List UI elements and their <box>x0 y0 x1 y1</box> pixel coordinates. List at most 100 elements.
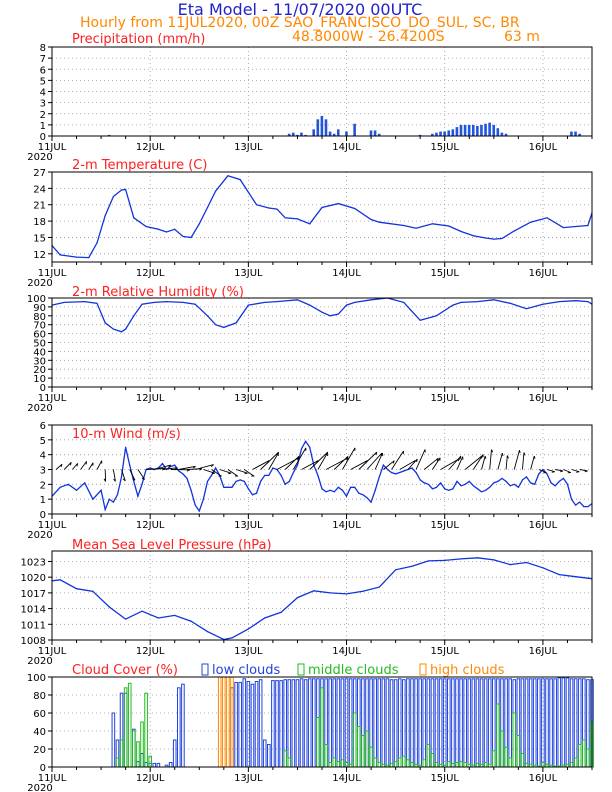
data-point <box>260 480 262 482</box>
panel-title: 2-m Temperature (C) <box>72 158 207 173</box>
y-tick-label: 4 <box>40 451 46 462</box>
panel-wind: 0 1 2 3 4 5 6 11JUL 12JUL 13JUL 14JUL 15JUL 16JUL 202… <box>27 421 593 541</box>
data-point <box>366 497 368 499</box>
x-tick-label: 15JUL <box>430 142 459 153</box>
data-point <box>542 468 544 471</box>
y-tick-label: 2 <box>40 110 46 121</box>
y-tick-label: 70 <box>33 321 46 332</box>
data-point <box>345 593 348 595</box>
station-coordinates: 48.8000W - 26.4200S <box>292 29 445 45</box>
data-point <box>509 302 511 304</box>
precip-bar <box>451 129 455 136</box>
data-point <box>264 474 266 477</box>
wind-vector <box>464 455 483 470</box>
data-point <box>435 486 438 488</box>
data-point <box>84 300 86 303</box>
y-tick-label: 1017 <box>21 589 46 600</box>
data-point <box>345 304 348 306</box>
precip-bar <box>455 127 459 136</box>
precip-bar <box>369 130 373 136</box>
x-tick-label: 16JUL <box>529 773 558 784</box>
data-point <box>472 235 474 237</box>
x-tick-label: 12JUL <box>136 393 165 404</box>
data-point <box>337 313 339 315</box>
precip-bar <box>107 134 111 136</box>
y-tick-label: 21 <box>33 201 46 212</box>
y-tick-label: 90 <box>33 303 46 314</box>
data-point <box>476 300 479 303</box>
data-point <box>108 606 110 608</box>
data-point <box>215 467 217 469</box>
data-point <box>120 189 123 191</box>
x-tick-label: 11JUL <box>38 773 67 784</box>
data-point <box>59 486 61 488</box>
data-point <box>120 476 123 478</box>
data-point <box>268 474 270 477</box>
data-point <box>153 301 155 304</box>
data-point <box>309 304 311 306</box>
wind-vector <box>252 460 270 470</box>
wind-arrowhead <box>122 478 126 482</box>
data-point <box>75 489 78 491</box>
data-point <box>235 322 237 324</box>
wind-vector <box>309 451 329 470</box>
x-year-label: 2020 <box>27 656 52 667</box>
data-point <box>534 483 536 485</box>
data-point <box>558 573 560 576</box>
data-point <box>337 486 339 488</box>
data-point <box>223 326 225 328</box>
data-point <box>296 218 299 220</box>
precip-bar <box>480 124 483 136</box>
precip-bar <box>443 131 446 136</box>
panel-title: Mean Sea Level Pressure (hPa) <box>72 538 272 553</box>
legend-swatch <box>419 663 427 676</box>
y-tick-label: 100 <box>27 673 46 684</box>
data-point <box>456 480 458 482</box>
data-point <box>100 489 102 491</box>
data-point <box>501 237 503 240</box>
wind-arrowhead <box>346 456 349 460</box>
y-tick-label: 0 <box>40 510 46 521</box>
legend-swatch <box>201 663 209 676</box>
data-point <box>170 465 172 468</box>
data-point <box>329 315 331 317</box>
x-year-label: 2020 <box>27 403 52 414</box>
data-point <box>268 207 270 209</box>
data-point <box>149 467 151 469</box>
wind-arrowhead <box>519 450 521 454</box>
data-point <box>337 203 339 205</box>
y-tick-label: 1020 <box>21 573 46 584</box>
data-point <box>493 299 495 301</box>
wind-vector <box>96 460 103 470</box>
data-point <box>444 488 446 490</box>
data-point <box>513 483 515 485</box>
data-point <box>125 188 127 191</box>
wind-arrowhead <box>551 471 555 473</box>
precip-bar <box>570 131 573 136</box>
precip-bar <box>418 134 422 136</box>
data-point <box>145 225 147 228</box>
wind-vector <box>112 469 116 482</box>
wind-vector <box>448 455 462 470</box>
y-tick-label: 4 <box>40 88 46 99</box>
x-year-label: 2020 <box>27 783 52 792</box>
data-point <box>587 300 589 303</box>
precip-bar <box>291 132 295 136</box>
x-tick-label: 13JUL <box>234 393 263 404</box>
data-point <box>521 479 524 481</box>
data-point <box>378 586 380 588</box>
wind-arrowhead <box>211 464 214 467</box>
data-point <box>305 440 307 442</box>
y-tick-label: 15 <box>33 233 46 244</box>
precip-bar <box>320 115 324 136</box>
plot-frame <box>51 297 593 388</box>
data-point <box>206 315 209 317</box>
data-point <box>96 242 98 244</box>
x-tick-label: 16JUL <box>529 142 558 153</box>
y-tick-label: 1014 <box>21 605 46 616</box>
data-point <box>485 237 487 239</box>
data-point <box>165 300 168 303</box>
x-tick-label: 15JUL <box>430 773 459 784</box>
data-point <box>108 498 110 500</box>
legend-label: low clouds <box>212 663 281 678</box>
